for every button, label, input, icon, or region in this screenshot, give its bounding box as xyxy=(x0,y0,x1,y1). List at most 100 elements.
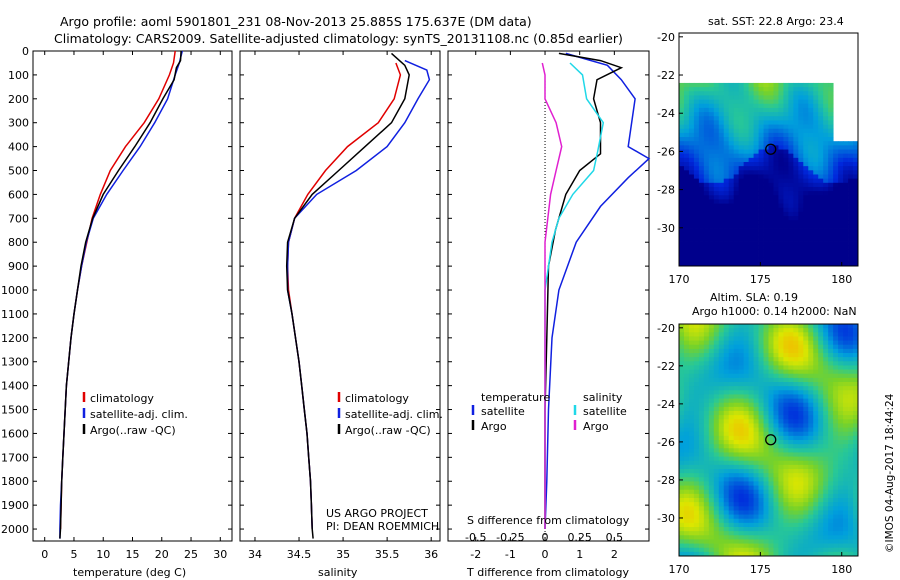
map-cell xyxy=(778,456,784,462)
map-cell xyxy=(753,103,759,109)
map-cell xyxy=(788,502,794,507)
map-cell xyxy=(768,211,774,217)
map-cell xyxy=(763,328,769,333)
map-cell xyxy=(818,95,824,100)
map-cell xyxy=(703,191,710,196)
map-cell xyxy=(783,324,789,329)
map-cell xyxy=(738,103,745,109)
map-cell xyxy=(813,452,819,457)
map-cell xyxy=(763,203,769,209)
map-cell xyxy=(788,103,794,109)
map-cell xyxy=(728,527,735,532)
map-cell xyxy=(808,245,814,250)
map-cell xyxy=(773,473,779,478)
map-cell xyxy=(683,522,690,528)
map-cell xyxy=(768,531,774,536)
map-cell xyxy=(708,423,715,428)
map-cell xyxy=(733,510,740,515)
map-cell xyxy=(788,191,794,196)
map-cell xyxy=(843,493,849,499)
map-cell xyxy=(753,128,759,134)
map-cell xyxy=(679,502,685,507)
map-cell xyxy=(743,382,750,387)
map-cell xyxy=(838,166,844,171)
map-cell xyxy=(703,103,710,109)
map-cell xyxy=(698,489,705,495)
map-cell xyxy=(828,103,834,109)
map-cell xyxy=(708,361,715,366)
map-cell xyxy=(733,547,740,553)
map-cell xyxy=(768,186,774,192)
map-cell xyxy=(818,435,824,441)
map-cell xyxy=(748,361,754,366)
map-cell xyxy=(733,514,740,520)
map-cell xyxy=(843,191,849,196)
map-cell xyxy=(783,216,789,221)
map-cell xyxy=(828,245,834,250)
map-cell xyxy=(783,489,789,495)
imos-credit: ©IMOS 04-Aug-2017 18:44:24 xyxy=(884,393,896,553)
map-cell xyxy=(788,506,794,511)
map-cell xyxy=(693,510,700,515)
map-cell xyxy=(838,241,844,246)
map-cell xyxy=(768,195,774,200)
map-cell xyxy=(758,452,764,457)
map-cell xyxy=(688,481,695,486)
x-tick-label: 15 xyxy=(126,548,140,561)
map-cell xyxy=(828,481,834,486)
map-cell xyxy=(738,120,745,125)
map-cell xyxy=(838,551,844,557)
map-cell xyxy=(798,182,804,188)
map-cell xyxy=(713,485,720,491)
map-cell xyxy=(723,469,730,474)
map-cell xyxy=(793,340,799,346)
map-cell xyxy=(813,456,819,462)
map-cell xyxy=(703,182,710,188)
map-cell xyxy=(698,116,705,121)
map-cell xyxy=(743,95,750,100)
map-y-tick-label: -24 xyxy=(657,398,675,411)
map-cell xyxy=(833,145,839,150)
map-cell xyxy=(698,531,705,536)
map-cell xyxy=(693,82,700,88)
map-cell xyxy=(803,423,809,428)
map-cell xyxy=(718,452,725,457)
map-cell xyxy=(708,469,715,474)
map-cell xyxy=(748,485,754,491)
map-cell xyxy=(848,498,854,503)
map-cell xyxy=(783,531,789,536)
map-cell xyxy=(738,145,745,150)
map-cell xyxy=(818,431,824,437)
map-cell xyxy=(718,178,725,184)
map-cell xyxy=(843,249,849,254)
map-cell xyxy=(768,344,774,350)
map-cell xyxy=(793,336,799,341)
map-cell xyxy=(753,456,759,462)
map-x-tick-label: 170 xyxy=(669,273,690,286)
map-cell xyxy=(788,336,794,341)
map-cell xyxy=(753,361,759,366)
map-cell xyxy=(688,390,695,395)
salinity-panel: 34 34.5 35 35.5 36climatologysatellite-adj. … xyxy=(239,50,443,561)
map-cell xyxy=(803,261,809,267)
map-cell xyxy=(803,543,809,549)
map-cell xyxy=(738,547,745,553)
map-cell xyxy=(818,427,824,433)
map-cell xyxy=(713,166,720,171)
map-cell xyxy=(838,518,844,524)
map-cell xyxy=(828,402,834,408)
map-cell xyxy=(788,170,794,175)
map-cell xyxy=(763,460,769,466)
map-cell xyxy=(683,373,690,379)
map-cell xyxy=(848,411,854,416)
map-cell xyxy=(688,145,695,150)
map-cell xyxy=(723,386,730,391)
map-cell xyxy=(763,386,769,391)
map-cell xyxy=(828,348,834,354)
map-cell xyxy=(788,402,794,408)
map-cell xyxy=(838,543,844,549)
map-cell xyxy=(753,191,759,196)
map-cell xyxy=(838,398,844,404)
map-cell xyxy=(823,535,829,540)
map-cell xyxy=(758,328,764,333)
